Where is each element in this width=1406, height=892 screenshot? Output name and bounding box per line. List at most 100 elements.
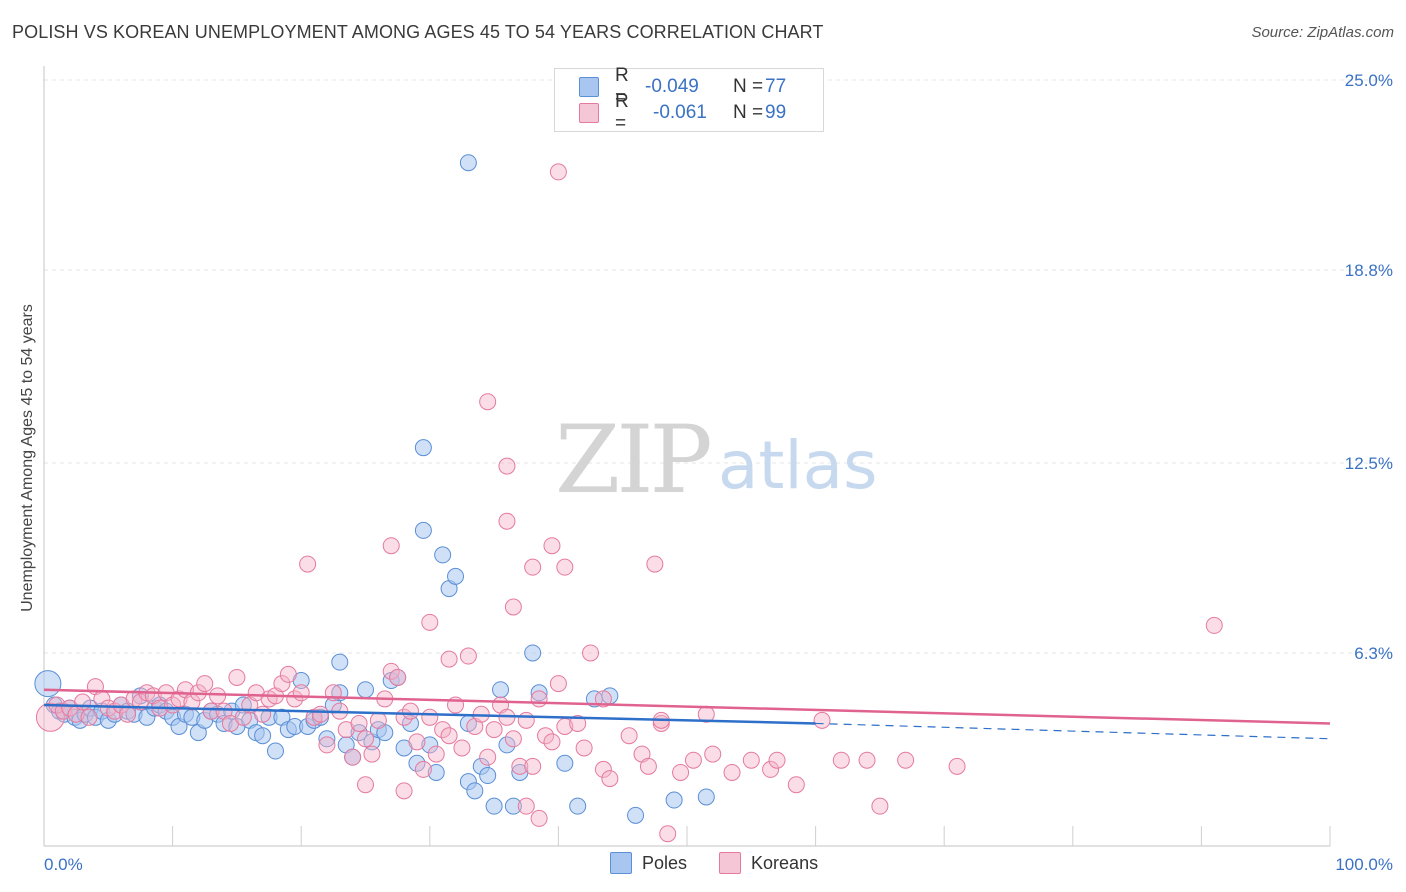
poles-point	[504, 797, 522, 815]
koreans-point	[434, 721, 452, 739]
koreans-point	[273, 675, 291, 693]
poles-n-value: 77	[765, 76, 787, 97]
koreans-point	[569, 714, 587, 732]
tick-labels: 6.3% 12.5% 18.8% 25.0% 0.0% 100.0%	[44, 71, 1393, 874]
koreans-point	[659, 825, 677, 843]
poles-point	[318, 730, 336, 748]
koreans-point	[601, 770, 619, 788]
koreans-point	[543, 733, 561, 751]
koreans-point	[556, 558, 574, 576]
koreans-point	[414, 760, 432, 778]
poles-r-label: R =	[615, 65, 629, 108]
koreans-point	[440, 727, 458, 745]
koreans-point	[344, 748, 362, 766]
koreans-point	[1205, 616, 1223, 634]
koreans-point	[948, 757, 966, 775]
poles-point	[254, 727, 272, 745]
series-legend: Poles Koreans	[610, 852, 850, 874]
koreans-point	[292, 684, 310, 702]
poles-point	[697, 788, 715, 806]
poles-point	[665, 791, 683, 809]
koreans-point	[254, 705, 272, 723]
koreans-point	[485, 721, 503, 739]
poles-point	[421, 736, 439, 754]
poles-point	[266, 742, 284, 760]
koreans-swatch	[579, 103, 599, 123]
legend-row-poles: R = -0.049 N = 77	[579, 65, 787, 108]
koreans-point	[517, 711, 535, 729]
poles-point	[569, 797, 587, 815]
poles-point	[459, 154, 477, 172]
koreans-point	[684, 751, 702, 769]
koreans-point	[504, 598, 522, 616]
y-axis-title: Unemployment Among Ages 45 to 54 years	[19, 304, 36, 612]
poles-point	[479, 767, 497, 785]
koreans-point	[350, 714, 368, 732]
koreans-point	[35, 702, 65, 732]
y-tick-label: 25.0%	[1345, 71, 1393, 90]
koreans-point	[723, 763, 741, 781]
koreans-legend-swatch	[719, 852, 742, 874]
koreans-point	[530, 809, 548, 827]
poles-n-label: N =	[733, 76, 764, 97]
axes	[43, 66, 1331, 847]
series-koreans-points	[35, 163, 1223, 843]
koreans-r-value: -0.061	[653, 102, 707, 123]
koreans-r-label: R =	[615, 91, 629, 134]
koreans-point	[762, 760, 780, 778]
koreans-point	[318, 736, 336, 754]
poles-point	[350, 724, 368, 742]
koreans-point	[813, 711, 831, 729]
koreans-point	[408, 733, 426, 751]
x-tick-label-max: 100.0%	[1335, 855, 1393, 874]
koreans-point	[440, 650, 458, 668]
koreans-point	[498, 457, 516, 475]
koreans-point	[582, 644, 600, 662]
koreans-n-label: N =	[733, 102, 764, 123]
koreans-point	[382, 662, 400, 680]
koreans-point	[832, 751, 850, 769]
koreans-n-value: 99	[765, 102, 787, 123]
source-label: Source: ZipAtlas.com	[1251, 24, 1394, 41]
poles-point	[402, 714, 420, 732]
y-tick-label: 18.8%	[1345, 261, 1393, 280]
chart-title: POLISH VS KOREAN UNEMPLOYMENT AMONG AGES…	[12, 22, 824, 42]
koreans-point	[704, 745, 722, 763]
koreans-point	[517, 797, 535, 815]
koreans-point	[357, 730, 374, 748]
koreans-point	[543, 537, 561, 555]
koreans-point	[74, 693, 92, 711]
koreans-point	[871, 797, 889, 815]
koreans-point	[311, 705, 329, 723]
koreans-point	[524, 757, 542, 775]
koreans-point	[530, 690, 548, 708]
poles-legend-swatch	[610, 852, 632, 874]
watermark: ZIP atlas	[555, 406, 878, 515]
y-tick-label: 12.5%	[1345, 454, 1393, 473]
y-tick-label: 6.3%	[1354, 644, 1393, 663]
koreans-point	[787, 776, 805, 794]
koreans-point	[524, 558, 542, 576]
correlation-legend: R = -0.049 N = 77 R = -0.061 N = 99	[554, 65, 824, 134]
legend-item-poles: Poles	[610, 852, 687, 874]
grid-lines	[44, 79, 1394, 654]
koreans-point	[768, 751, 786, 769]
koreans-point	[389, 668, 407, 686]
koreans-point	[170, 690, 188, 708]
koreans-point	[594, 760, 612, 778]
poles-trend-line	[43, 703, 816, 725]
koreans-point	[80, 708, 98, 726]
poles-point	[627, 806, 645, 824]
koreans-legend-label: Koreans	[751, 852, 819, 873]
koreans-point	[357, 776, 374, 794]
watermark-zip: ZIP	[555, 406, 709, 515]
poles-point	[530, 684, 548, 702]
koreans-point	[299, 555, 317, 573]
poles-point	[447, 567, 465, 585]
poles-point	[434, 546, 452, 564]
poles-legend-label: Poles	[642, 852, 688, 873]
poles-point	[485, 797, 503, 815]
koreans-point	[742, 751, 760, 769]
koreans-point	[453, 739, 471, 757]
koreans-point	[646, 555, 664, 573]
